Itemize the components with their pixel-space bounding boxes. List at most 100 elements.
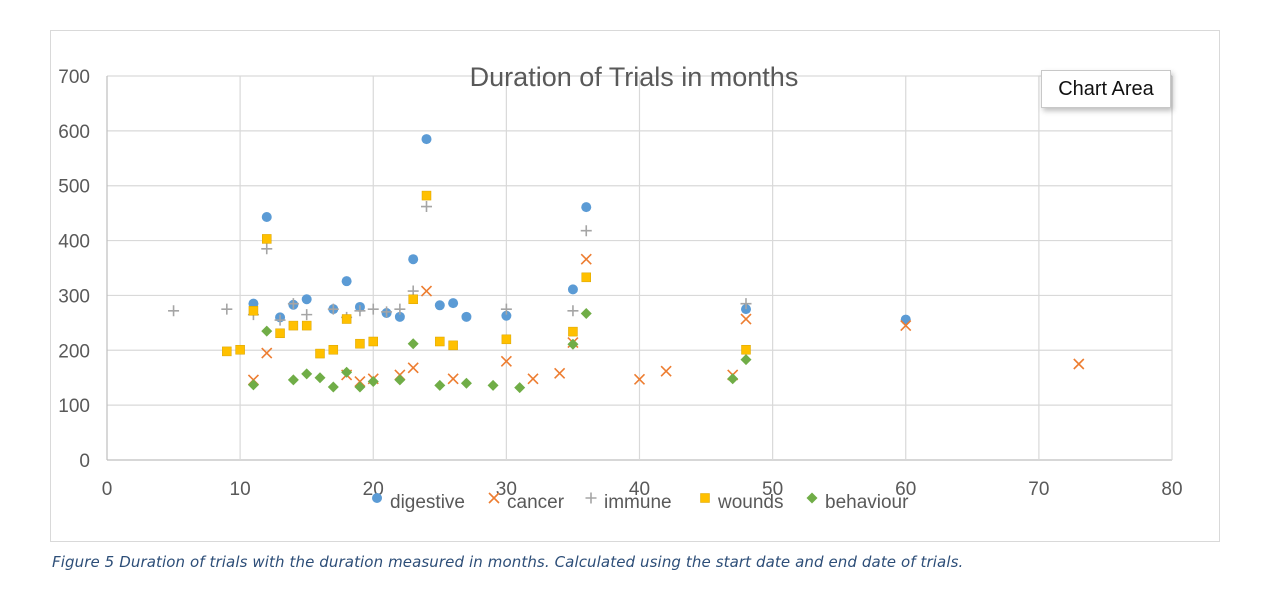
data-point-wounds (262, 234, 272, 244)
data-point-immune (394, 303, 406, 315)
data-point-wounds (222, 346, 232, 357)
data-point-immune (287, 298, 299, 310)
legend-label-wounds: wounds (717, 492, 784, 513)
data-point-digestive (567, 284, 578, 295)
data-point-digestive (394, 311, 405, 322)
data-point-behaviour (327, 381, 339, 393)
gridlines (106, 75, 1173, 461)
x-tick-label: 0 (102, 479, 113, 500)
data-point-digestive (301, 294, 312, 305)
y-tick-label: 400 (58, 232, 90, 253)
data-point-cancer (447, 373, 459, 385)
data-point-cancer (527, 373, 539, 385)
data-point-behaviour (367, 376, 379, 388)
data-point-wounds (408, 294, 418, 305)
chart-area-tooltip: Chart Area (1041, 70, 1171, 108)
x-tick-label: 80 (1161, 479, 1182, 500)
data-point-behaviour (394, 374, 406, 386)
y-tick-label: 500 (58, 177, 90, 198)
legend-label-cancer: cancer (507, 492, 565, 513)
y-tick-label: 700 (58, 67, 90, 88)
data-point-immune (301, 309, 313, 321)
legend-marker-wounds (700, 493, 710, 503)
data-point-behaviour (261, 325, 273, 337)
data-point-wounds (235, 344, 245, 355)
y-axis-tick-labels: 0 100 200 300 400 500 600 700 (58, 67, 90, 472)
data-point-digestive (421, 134, 432, 145)
data-point-immune (500, 303, 512, 315)
figure-caption: Figure 5 Duration of trials with the dur… (52, 553, 964, 571)
y-tick-label: 200 (58, 341, 90, 362)
data-point-behaviour (287, 374, 299, 386)
y-tick-label: 300 (58, 286, 90, 307)
data-point-cancer (554, 367, 566, 379)
data-point-immune (367, 303, 379, 315)
data-point-behaviour (407, 338, 419, 350)
data-point-digestive (461, 311, 472, 322)
data-point-wounds (341, 314, 352, 324)
chart-area[interactable] (50, 30, 1220, 542)
data-point-immune (221, 303, 233, 315)
scatter-chart: 0 10 20 30 40 50 60 70 80 0100200300400500600700… (58, 62, 1183, 513)
x-tick-label: 30 (496, 479, 517, 500)
legend-label-behaviour: behaviour (825, 492, 909, 513)
x-tick-label: 60 (895, 479, 916, 500)
data-point-immune (354, 305, 366, 317)
data-point-wounds (568, 326, 578, 337)
chart-title: Duration of Trials in months (470, 62, 799, 92)
data-point-wounds (301, 320, 312, 331)
legend-marker-cancer (488, 492, 500, 504)
y-tick-label: 600 (58, 122, 90, 143)
data-point-digestive (448, 298, 459, 309)
data-point-immune (381, 306, 393, 318)
data-point-cancer (580, 253, 592, 265)
data-point-behaviour (341, 366, 353, 378)
legend-marker-behaviour (806, 492, 818, 504)
legend-marker-immune (585, 492, 597, 504)
y-tick-label: 0 (79, 451, 90, 472)
data-point-cancer (660, 365, 672, 377)
data-point-immune (274, 314, 286, 326)
data-point-immune (580, 225, 592, 237)
data-point-cancer (420, 285, 433, 297)
data-point-immune (740, 298, 752, 310)
data-point-behaviour (460, 377, 472, 389)
data-point-immune (261, 243, 273, 255)
data-point-digestive (408, 254, 419, 265)
data-point-wounds (741, 344, 751, 355)
data-point-cancer (500, 355, 512, 367)
data-point-wounds (581, 272, 591, 283)
data-point-digestive (434, 300, 445, 311)
data-point-wounds (315, 348, 325, 359)
data-point-behaviour (354, 381, 366, 393)
data-point-immune (421, 201, 432, 213)
legend-marker-digestive (372, 493, 382, 503)
data-point-wounds (368, 336, 378, 347)
data-points (168, 134, 1085, 394)
data-point-digestive (581, 202, 592, 213)
data-point-digestive (501, 310, 512, 321)
data-point-behaviour (727, 373, 739, 385)
data-point-immune (168, 305, 180, 317)
data-point-behaviour (301, 368, 313, 380)
data-point-behaviour (514, 382, 526, 394)
x-tick-label: 50 (762, 479, 783, 500)
legend-label-digestive: digestive (390, 492, 465, 513)
data-point-cancer (633, 373, 646, 385)
x-axis-tick-labels: 0 10 20 30 40 50 60 70 80 (102, 479, 1183, 500)
legend: digestive cancer immune wounds behaviour (372, 492, 909, 513)
data-point-behaviour (567, 338, 579, 350)
data-point-behaviour (434, 379, 446, 391)
x-tick-label: 40 (629, 479, 650, 500)
data-point-wounds (248, 306, 259, 316)
data-point-behaviour (740, 354, 752, 366)
data-point-behaviour (314, 372, 326, 384)
data-point-wounds (501, 334, 512, 345)
data-point-immune (567, 305, 579, 317)
x-tick-label: 10 (230, 479, 251, 500)
data-point-wounds (328, 344, 339, 355)
data-point-cancer (407, 362, 419, 374)
x-tick-label: 70 (1028, 479, 1049, 500)
data-point-wounds (421, 190, 432, 201)
data-point-cancer (261, 347, 273, 359)
